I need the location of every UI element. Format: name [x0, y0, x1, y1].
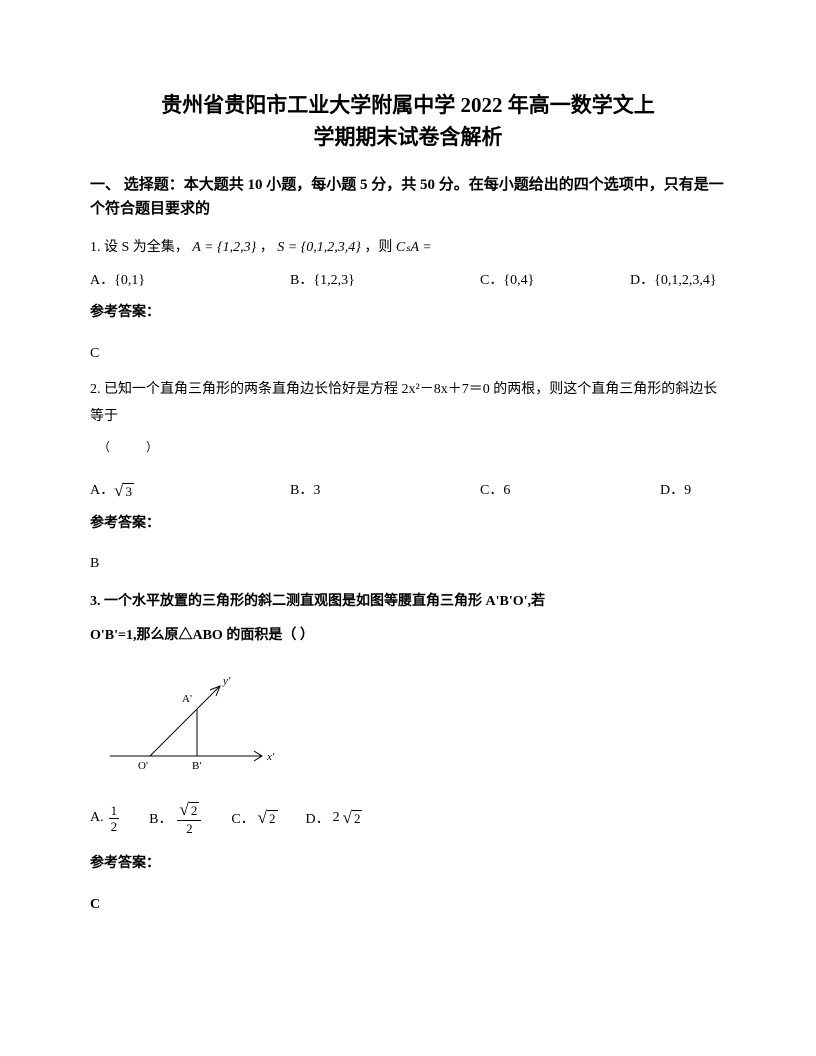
fraction-half: 1 2: [109, 804, 120, 833]
q1-answer-label: 参考答案：: [90, 300, 726, 327]
sqrt-2-icon: √2: [258, 810, 278, 827]
fraction-root2-over-2: √2 2: [177, 802, 201, 835]
q2-opt-c: C．6: [480, 478, 660, 505]
q3-opt-c: C． √2: [231, 808, 277, 828]
q2-stem: 2. 已知一个直角三角形的两条直角边长恰好是方程 2x²－8x＋7＝0 的两根，…: [90, 377, 726, 430]
q1-answer: C: [90, 341, 726, 368]
q3-diagram: x' O' y' B' A': [102, 664, 726, 784]
title-line-2: 学期期末试卷含解析: [90, 122, 726, 154]
svg-text:y': y': [222, 675, 231, 687]
q1-complement: CₛA =: [396, 240, 432, 255]
q2-opt-a: A． √3: [90, 478, 290, 505]
q2-paren: （ ）: [90, 437, 726, 459]
q2-answer-label: 参考答案：: [90, 511, 726, 538]
q3-opt-a: A. 1 2: [90, 804, 121, 833]
svg-text:x': x': [266, 751, 275, 763]
q1-options: A． {0,1} B． {1,2,3} C． {0,4} D． {0,1,2,3…: [90, 268, 726, 295]
q3-stem-l1: 3. 一个水平放置的三角形的斜二测直观图是如图等腰直角三角形 A'B'O',若: [90, 588, 726, 616]
q2-opt-d: D．9: [660, 478, 726, 505]
svg-text:O': O': [138, 760, 148, 772]
page-title: 贵州省贵阳市工业大学附属中学 2022 年高一数学文上 学期期末试卷含解析: [90, 90, 726, 153]
title-line-1: 贵州省贵阳市工业大学附属中学 2022 年高一数学文上: [90, 90, 726, 122]
q3-answer: C: [90, 892, 726, 919]
q1-opt-b: B． {1,2,3}: [290, 268, 480, 295]
q1-opt-a: A． {0,1}: [90, 268, 290, 295]
q1-stem-a: 1. 设 S 为全集，: [90, 240, 189, 255]
q3-stem-l2: O'B'=1,那么原△ABO 的面积是（ ）: [90, 622, 726, 650]
q1-comma-1: ，: [260, 240, 274, 255]
svg-text:B': B': [192, 760, 201, 772]
q1-set-A: A = {1,2,3}: [192, 240, 256, 255]
sqrt-3-icon: √3: [114, 483, 134, 500]
sqrt-2-icon-2: √2: [343, 810, 363, 827]
q2-options: A． √3 B．3 C．6 D．9: [90, 478, 726, 505]
q3-options: A. 1 2 B． √2 2 C． √2 D． 2√2: [90, 802, 726, 835]
q1-opt-d: D． {0,1,2,3,4}: [630, 268, 726, 295]
q3-opt-d: D． 2√2: [306, 808, 363, 828]
q3-opt-b: B． √2 2: [149, 802, 203, 835]
q2-opt-b: B．3: [290, 478, 480, 505]
section-1-heading: 一、 选择题：本大题共 10 小题，每小题 5 分，共 50 分。在每小题给出的…: [90, 173, 726, 221]
q1-comma-2: ，则: [364, 240, 396, 255]
q1-stem: 1. 设 S 为全集， A = {1,2,3} ， S = {0,1,2,3,4…: [90, 235, 726, 262]
q1-set-S: S = {0,1,2,3,4}: [277, 240, 361, 255]
q3-answer-label: 参考答案：: [90, 851, 726, 878]
q1-opt-c: C． {0,4}: [480, 268, 630, 295]
q2-answer: B: [90, 551, 726, 578]
svg-text:A': A': [182, 693, 192, 705]
